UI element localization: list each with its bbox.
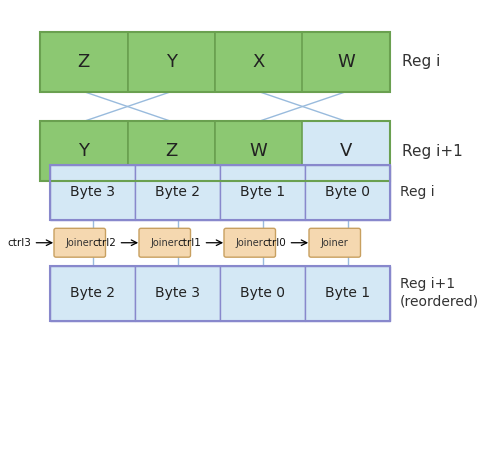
Text: Reg i: Reg i	[402, 55, 441, 69]
Text: Byte 1: Byte 1	[325, 286, 370, 300]
Text: X: X	[252, 53, 265, 71]
Bar	[50, 266, 390, 321]
Bar	[40, 32, 128, 92]
Text: Byte 3: Byte 3	[70, 185, 115, 199]
Text: ctrl1: ctrl1	[178, 238, 202, 248]
Text: Byte 2: Byte 2	[155, 185, 200, 199]
Bar	[135, 266, 220, 321]
Text: Joiner: Joiner	[236, 238, 264, 248]
Text: Z: Z	[165, 142, 177, 160]
Bar	[128, 32, 215, 92]
Text: Reg i+1: Reg i+1	[402, 144, 463, 158]
Text: Byte 1: Byte 1	[240, 185, 285, 199]
Text: W: W	[338, 53, 355, 71]
Text: Byte 3: Byte 3	[155, 286, 200, 300]
Text: Z: Z	[78, 53, 90, 71]
Bar	[215, 121, 302, 181]
Text: Byte 2: Byte 2	[70, 286, 115, 300]
Bar	[50, 266, 135, 321]
FancyBboxPatch shape	[224, 229, 276, 257]
Text: ctrl3: ctrl3	[8, 238, 32, 248]
FancyBboxPatch shape	[139, 229, 190, 257]
Text: Joiner: Joiner	[321, 238, 348, 248]
Bar	[40, 121, 128, 181]
Bar	[302, 32, 390, 92]
FancyBboxPatch shape	[309, 229, 360, 257]
Bar	[302, 121, 390, 181]
Bar	[305, 266, 390, 321]
Text: Byte 0: Byte 0	[240, 286, 285, 300]
Text: ctrl0: ctrl0	[263, 238, 286, 248]
Bar	[215, 32, 302, 92]
Text: Y: Y	[78, 142, 89, 160]
Bar	[50, 165, 135, 220]
Text: Reg i: Reg i	[400, 185, 434, 199]
Text: Joiner: Joiner	[151, 238, 178, 248]
Text: Y: Y	[166, 53, 177, 71]
Text: V: V	[340, 142, 352, 160]
Bar	[40, 121, 390, 181]
Bar	[135, 165, 220, 220]
Text: ctrl2: ctrl2	[92, 238, 116, 248]
Bar	[305, 165, 390, 220]
FancyBboxPatch shape	[54, 229, 106, 257]
Text: Reg i+1
(reordered): Reg i+1 (reordered)	[400, 278, 479, 309]
Bar	[50, 165, 390, 220]
Bar	[220, 165, 305, 220]
Text: Joiner: Joiner	[66, 238, 94, 248]
Bar	[128, 121, 215, 181]
Bar	[220, 266, 305, 321]
Bar	[40, 32, 390, 92]
Text: Byte 0: Byte 0	[325, 185, 370, 199]
Text: W: W	[250, 142, 268, 160]
